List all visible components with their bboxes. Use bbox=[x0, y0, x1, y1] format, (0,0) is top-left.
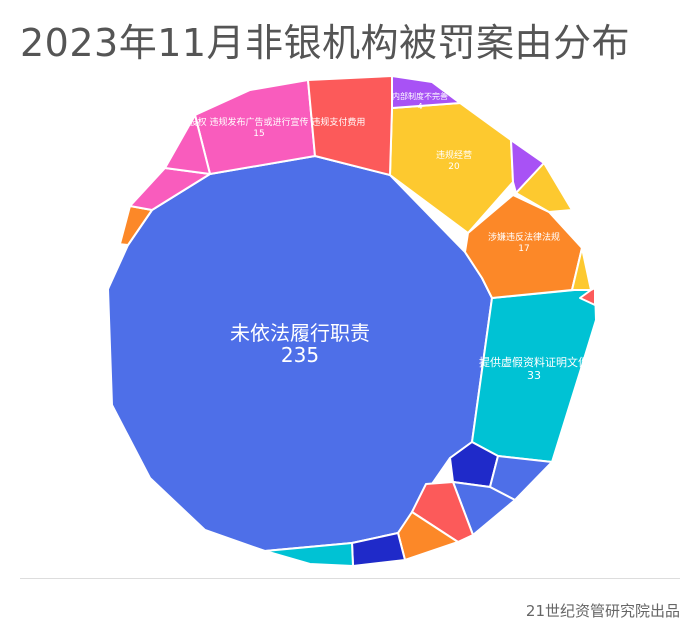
cell-value-1: 33 bbox=[527, 369, 541, 382]
cell-value-4: 15 bbox=[253, 129, 264, 139]
cell-18 bbox=[107, 205, 153, 290]
cell-label-4: 违规持有股权 违规发布广告或进行宣传 违规支付费用 bbox=[153, 116, 366, 128]
cell-label-3: 涉嫌违反法律法规 bbox=[488, 231, 560, 243]
footer-divider bbox=[20, 578, 680, 579]
cell-label-1: 提供虚假资料证明文件 bbox=[479, 355, 589, 369]
cell-9 bbox=[571, 247, 592, 291]
cell-5 bbox=[307, 75, 393, 176]
cell-8 bbox=[515, 162, 573, 213]
cell-17 bbox=[264, 542, 354, 567]
cell-value-2: 20 bbox=[448, 162, 460, 172]
cell-20 bbox=[164, 114, 211, 175]
chart-title: 2023年11月非银机构被罚案由分布 bbox=[20, 21, 631, 65]
cell-14 bbox=[411, 481, 474, 543]
cell-value-3: 17 bbox=[518, 244, 529, 254]
cell-label-2: 违规经营 bbox=[436, 149, 472, 161]
footer-credit: 21世纪资管研究院出品 bbox=[525, 602, 680, 620]
cell-value-6: 4 bbox=[417, 102, 422, 111]
cell-label-0: 未依法履行职责 bbox=[230, 321, 370, 345]
cell-value-0: 235 bbox=[281, 343, 319, 367]
cell-label-6: 内部制度不完善 bbox=[392, 91, 448, 101]
cell-6 bbox=[391, 75, 461, 109]
cell-10 bbox=[579, 287, 596, 306]
